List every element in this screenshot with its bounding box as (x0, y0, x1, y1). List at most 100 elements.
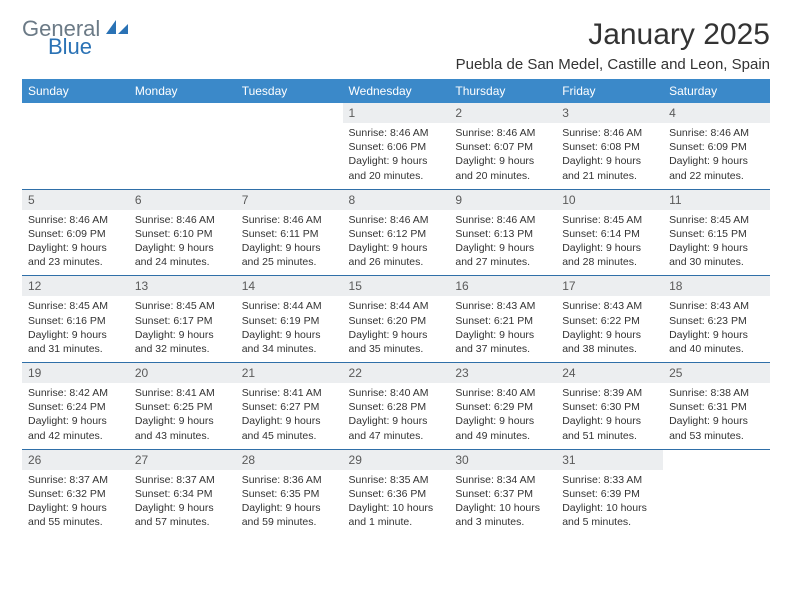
day-number: 15 (343, 275, 450, 296)
calendar-day-cell: 4Sunrise: 8:46 AMSunset: 6:09 PMDaylight… (663, 103, 770, 189)
day-content: Sunrise: 8:34 AMSunset: 6:37 PMDaylight:… (449, 470, 556, 536)
day-content: Sunrise: 8:45 AMSunset: 6:14 PMDaylight:… (556, 210, 663, 276)
calendar-day-cell: 25Sunrise: 8:38 AMSunset: 6:31 PMDayligh… (663, 362, 770, 449)
day-number: 28 (236, 449, 343, 470)
calendar-day-cell: 23Sunrise: 8:40 AMSunset: 6:29 PMDayligh… (449, 362, 556, 449)
calendar-day-cell (236, 103, 343, 189)
day-number-empty (129, 103, 236, 123)
weekday-header: Thursday (449, 79, 556, 103)
day-content: Sunrise: 8:45 AMSunset: 6:16 PMDaylight:… (22, 296, 129, 362)
day-content-empty (663, 469, 770, 531)
calendar-day-cell: 3Sunrise: 8:46 AMSunset: 6:08 PMDaylight… (556, 103, 663, 189)
day-content: Sunrise: 8:46 AMSunset: 6:10 PMDaylight:… (129, 210, 236, 276)
calendar-day-cell: 5Sunrise: 8:46 AMSunset: 6:09 PMDaylight… (22, 189, 129, 276)
calendar-day-cell: 19Sunrise: 8:42 AMSunset: 6:24 PMDayligh… (22, 362, 129, 449)
day-content: Sunrise: 8:45 AMSunset: 6:17 PMDaylight:… (129, 296, 236, 362)
logo: General Blue (22, 18, 130, 58)
calendar-day-cell: 1Sunrise: 8:46 AMSunset: 6:06 PMDaylight… (343, 103, 450, 189)
day-content: Sunrise: 8:43 AMSunset: 6:23 PMDaylight:… (663, 296, 770, 362)
day-number: 14 (236, 275, 343, 296)
day-content: Sunrise: 8:45 AMSunset: 6:15 PMDaylight:… (663, 210, 770, 276)
calendar-day-cell: 26Sunrise: 8:37 AMSunset: 6:32 PMDayligh… (22, 449, 129, 536)
day-number: 30 (449, 449, 556, 470)
day-number-empty (22, 103, 129, 123)
day-content: Sunrise: 8:43 AMSunset: 6:21 PMDaylight:… (449, 296, 556, 362)
weekday-header: Sunday (22, 79, 129, 103)
day-content: Sunrise: 8:46 AMSunset: 6:09 PMDaylight:… (663, 123, 770, 189)
calendar-day-cell (663, 449, 770, 536)
calendar-day-cell: 8Sunrise: 8:46 AMSunset: 6:12 PMDaylight… (343, 189, 450, 276)
day-number: 3 (556, 103, 663, 123)
day-number: 2 (449, 103, 556, 123)
day-content: Sunrise: 8:43 AMSunset: 6:22 PMDaylight:… (556, 296, 663, 362)
day-content: Sunrise: 8:36 AMSunset: 6:35 PMDaylight:… (236, 470, 343, 536)
day-number: 6 (129, 189, 236, 210)
calendar-day-cell: 17Sunrise: 8:43 AMSunset: 6:22 PMDayligh… (556, 275, 663, 362)
weekday-header: Friday (556, 79, 663, 103)
title-block: January 2025 Puebla de San Medel, Castil… (456, 18, 770, 73)
calendar-body: 1Sunrise: 8:46 AMSunset: 6:06 PMDaylight… (22, 103, 770, 535)
day-content: Sunrise: 8:41 AMSunset: 6:27 PMDaylight:… (236, 383, 343, 449)
day-number: 20 (129, 362, 236, 383)
calendar-day-cell: 22Sunrise: 8:40 AMSunset: 6:28 PMDayligh… (343, 362, 450, 449)
day-content-empty (236, 123, 343, 185)
day-content: Sunrise: 8:46 AMSunset: 6:06 PMDaylight:… (343, 123, 450, 189)
calendar-day-cell: 29Sunrise: 8:35 AMSunset: 6:36 PMDayligh… (343, 449, 450, 536)
calendar-week-row: 5Sunrise: 8:46 AMSunset: 6:09 PMDaylight… (22, 189, 770, 276)
calendar-day-cell: 21Sunrise: 8:41 AMSunset: 6:27 PMDayligh… (236, 362, 343, 449)
day-content: Sunrise: 8:39 AMSunset: 6:30 PMDaylight:… (556, 383, 663, 449)
day-number: 19 (22, 362, 129, 383)
day-number: 11 (663, 189, 770, 210)
calendar-day-cell: 14Sunrise: 8:44 AMSunset: 6:19 PMDayligh… (236, 275, 343, 362)
day-content: Sunrise: 8:46 AMSunset: 6:13 PMDaylight:… (449, 210, 556, 276)
day-content: Sunrise: 8:44 AMSunset: 6:20 PMDaylight:… (343, 296, 450, 362)
day-number: 31 (556, 449, 663, 470)
day-content: Sunrise: 8:37 AMSunset: 6:32 PMDaylight:… (22, 470, 129, 536)
calendar-day-cell: 2Sunrise: 8:46 AMSunset: 6:07 PMDaylight… (449, 103, 556, 189)
day-content: Sunrise: 8:33 AMSunset: 6:39 PMDaylight:… (556, 470, 663, 536)
day-number: 12 (22, 275, 129, 296)
weekday-header: Tuesday (236, 79, 343, 103)
day-number: 1 (343, 103, 450, 123)
calendar-day-cell (129, 103, 236, 189)
day-number: 13 (129, 275, 236, 296)
calendar-day-cell: 27Sunrise: 8:37 AMSunset: 6:34 PMDayligh… (129, 449, 236, 536)
calendar-day-cell: 30Sunrise: 8:34 AMSunset: 6:37 PMDayligh… (449, 449, 556, 536)
day-content: Sunrise: 8:42 AMSunset: 6:24 PMDaylight:… (22, 383, 129, 449)
day-number: 21 (236, 362, 343, 383)
day-content: Sunrise: 8:46 AMSunset: 6:09 PMDaylight:… (22, 210, 129, 276)
day-content: Sunrise: 8:46 AMSunset: 6:11 PMDaylight:… (236, 210, 343, 276)
day-number: 22 (343, 362, 450, 383)
weekday-header: Monday (129, 79, 236, 103)
day-number: 16 (449, 275, 556, 296)
weekday-header: Saturday (663, 79, 770, 103)
day-content: Sunrise: 8:35 AMSunset: 6:36 PMDaylight:… (343, 470, 450, 536)
day-number: 27 (129, 449, 236, 470)
logo-word-blue: Blue (48, 36, 130, 58)
calendar-day-cell (22, 103, 129, 189)
day-number: 4 (663, 103, 770, 123)
calendar-day-cell: 7Sunrise: 8:46 AMSunset: 6:11 PMDaylight… (236, 189, 343, 276)
calendar-week-row: 12Sunrise: 8:45 AMSunset: 6:16 PMDayligh… (22, 275, 770, 362)
day-number: 9 (449, 189, 556, 210)
calendar-day-cell: 13Sunrise: 8:45 AMSunset: 6:17 PMDayligh… (129, 275, 236, 362)
page-header: General Blue January 2025 Puebla de San … (22, 18, 770, 73)
location-subtitle: Puebla de San Medel, Castille and Leon, … (456, 56, 770, 73)
day-number: 8 (343, 189, 450, 210)
calendar-week-row: 19Sunrise: 8:42 AMSunset: 6:24 PMDayligh… (22, 362, 770, 449)
weekday-header: Wednesday (343, 79, 450, 103)
day-content: Sunrise: 8:38 AMSunset: 6:31 PMDaylight:… (663, 383, 770, 449)
calendar-day-cell: 20Sunrise: 8:41 AMSunset: 6:25 PMDayligh… (129, 362, 236, 449)
day-number: 18 (663, 275, 770, 296)
day-number: 29 (343, 449, 450, 470)
calendar-day-cell: 24Sunrise: 8:39 AMSunset: 6:30 PMDayligh… (556, 362, 663, 449)
calendar-week-row: 26Sunrise: 8:37 AMSunset: 6:32 PMDayligh… (22, 449, 770, 536)
day-number: 7 (236, 189, 343, 210)
calendar-day-cell: 16Sunrise: 8:43 AMSunset: 6:21 PMDayligh… (449, 275, 556, 362)
day-number-empty (663, 449, 770, 469)
calendar-day-cell: 11Sunrise: 8:45 AMSunset: 6:15 PMDayligh… (663, 189, 770, 276)
calendar-table: Sunday Monday Tuesday Wednesday Thursday… (22, 79, 770, 535)
month-title: January 2025 (456, 18, 770, 52)
day-number: 26 (22, 449, 129, 470)
day-number-empty (236, 103, 343, 123)
